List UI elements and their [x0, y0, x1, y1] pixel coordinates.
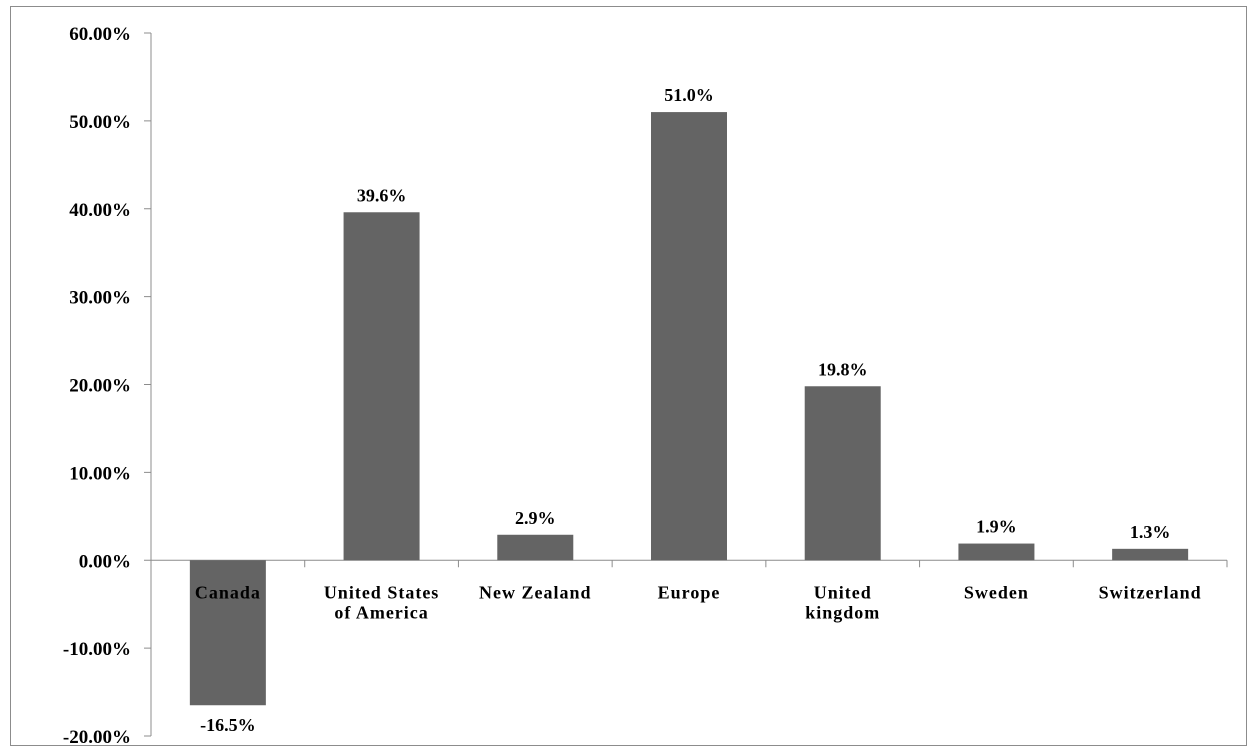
data-label: 1.3% — [1130, 522, 1171, 542]
data-label: 19.8% — [818, 359, 868, 379]
y-tick-label: 0.00% — [79, 551, 131, 572]
data-label: 51.0% — [664, 85, 714, 105]
category-label: of America — [334, 602, 428, 622]
data-labels: -16.5% 39.6% 2.9% 51.0% 19.8% 1.9% 1.3% — [200, 85, 1170, 735]
category-label: kingdom — [805, 602, 880, 622]
bars — [189, 112, 1189, 706]
y-tick-label: 30.00% — [69, 288, 131, 309]
y-axis-ticks: 60.00% 50.00% 40.00% 30.00% 20.00% 10.00% 0.00… — [63, 24, 151, 747]
category-label: United — [814, 582, 872, 602]
category-label: Europe — [658, 582, 721, 602]
y-tick-label: 40.00% — [69, 200, 131, 221]
bar — [958, 543, 1035, 561]
data-label: -16.5% — [200, 715, 256, 735]
data-label: 2.9% — [515, 508, 556, 528]
y-tick-label: 10.00% — [69, 463, 131, 484]
bar — [343, 212, 420, 561]
bar — [497, 534, 574, 561]
bar — [804, 386, 881, 561]
y-tick-label: 20.00% — [69, 376, 131, 397]
data-label: 1.9% — [976, 517, 1017, 537]
y-tick-label: 60.00% — [69, 24, 131, 45]
bar — [1112, 548, 1189, 561]
bar — [651, 112, 727, 561]
category-label: Canada — [195, 582, 261, 602]
data-label: 39.6% — [357, 185, 407, 205]
category-label: Switzerland — [1099, 582, 1202, 602]
y-tick-label: -20.00% — [63, 727, 131, 747]
y-tick-label: 50.00% — [69, 112, 131, 133]
chart-frame: 60.00% 50.00% 40.00% 30.00% 20.00% 10.00% 0.00… — [10, 6, 1247, 747]
category-label: United States — [324, 582, 440, 602]
bar — [189, 560, 266, 706]
y-tick-label: -10.00% — [63, 639, 131, 660]
category-label: Sweden — [964, 582, 1029, 602]
bar-chart: 60.00% 50.00% 40.00% 30.00% 20.00% 10.00% 0.00… — [63, 24, 1228, 747]
category-label: New Zealand — [479, 582, 592, 602]
